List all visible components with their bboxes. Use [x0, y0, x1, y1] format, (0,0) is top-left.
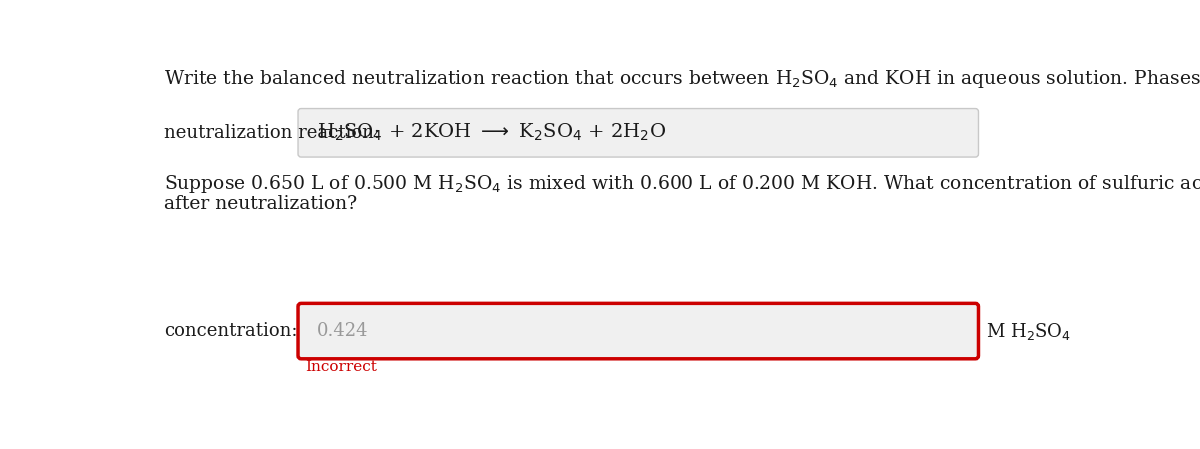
- Text: neutralization reaction:: neutralization reaction:: [164, 124, 380, 142]
- Text: Write the balanced neutralization reaction that occurs between H$_2$SO$_4$ and K: Write the balanced neutralization reacti…: [164, 68, 1200, 90]
- Text: H$_2$SO$_4$ + 2KOH $\longrightarrow$ K$_2$SO$_4$ + 2H$_2$O: H$_2$SO$_4$ + 2KOH $\longrightarrow$ K$_…: [317, 122, 666, 143]
- FancyBboxPatch shape: [298, 304, 978, 359]
- FancyBboxPatch shape: [298, 109, 978, 157]
- Text: 0.424: 0.424: [317, 322, 368, 340]
- Text: M H$_2$SO$_4$: M H$_2$SO$_4$: [986, 321, 1072, 342]
- Text: concentration:: concentration:: [164, 322, 298, 340]
- Text: Suppose 0.650 L of 0.500 M H$_2$SO$_4$ is mixed with 0.600 L of 0.200 M KOH. Wha: Suppose 0.650 L of 0.500 M H$_2$SO$_4$ i…: [164, 173, 1200, 195]
- Text: Incorrect: Incorrect: [305, 361, 377, 374]
- Text: after neutralization?: after neutralization?: [164, 195, 358, 213]
